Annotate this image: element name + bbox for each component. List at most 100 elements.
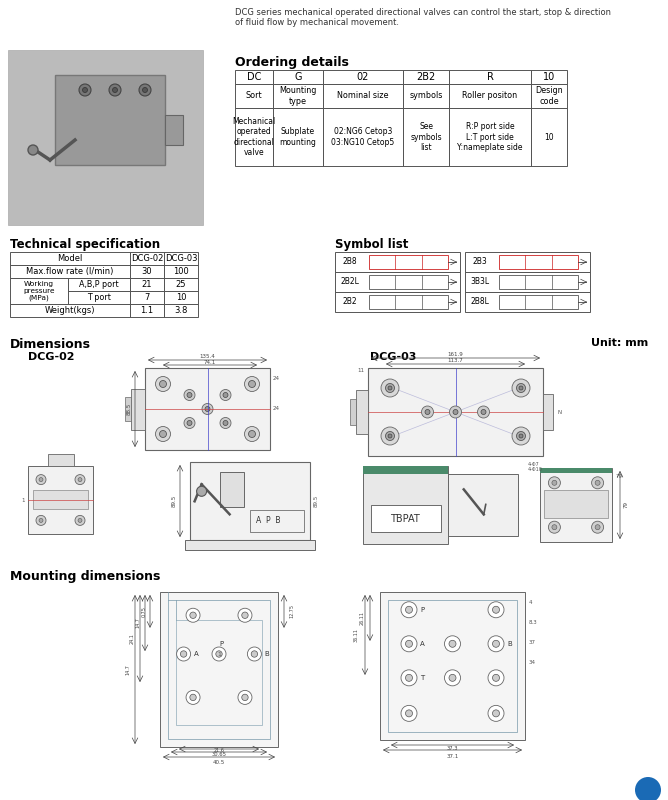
Text: Sort: Sort	[246, 91, 263, 101]
Text: Design
code: Design code	[535, 86, 563, 106]
Circle shape	[242, 694, 248, 701]
Circle shape	[28, 145, 38, 155]
Circle shape	[401, 670, 417, 686]
Circle shape	[405, 674, 413, 682]
Text: 4: 4	[529, 599, 532, 605]
Circle shape	[187, 421, 192, 426]
Bar	[10, 304, 130, 317]
Circle shape	[39, 518, 43, 522]
Circle shape	[388, 386, 392, 390]
Circle shape	[187, 393, 192, 398]
Circle shape	[519, 386, 523, 390]
Text: Mechanical
operated
directional
valve: Mechanical operated directional valve	[232, 117, 276, 157]
Text: 135.4: 135.4	[200, 354, 215, 358]
Bar	[176, 620, 262, 725]
Circle shape	[223, 393, 228, 398]
Text: 14.7: 14.7	[136, 618, 140, 629]
Bar	[130, 291, 164, 304]
Text: Roller positon: Roller positon	[462, 91, 518, 101]
Bar	[369, 275, 448, 289]
Bar	[8, 50, 203, 225]
Text: T port: T port	[87, 293, 111, 302]
Circle shape	[422, 406, 434, 418]
Text: A,B,P port: A,B,P port	[79, 280, 119, 289]
Circle shape	[595, 525, 600, 530]
Circle shape	[78, 478, 82, 482]
Text: 24.1: 24.1	[130, 633, 134, 644]
Circle shape	[635, 777, 661, 800]
Text: 74.1: 74.1	[204, 359, 216, 365]
Circle shape	[196, 486, 206, 496]
Circle shape	[481, 410, 486, 414]
Circle shape	[548, 522, 560, 534]
Text: Nominal size: Nominal size	[337, 91, 389, 101]
Circle shape	[184, 390, 195, 401]
Circle shape	[75, 515, 85, 526]
Text: 1: 1	[217, 651, 221, 657]
Text: R:P port side
L:T port side
Y:nameplate side: R:P port side L:T port side Y:nameplate …	[458, 122, 523, 152]
Circle shape	[450, 406, 462, 418]
Text: N: N	[557, 410, 561, 414]
Text: 12.75: 12.75	[289, 604, 295, 618]
Circle shape	[449, 640, 456, 647]
Text: 4-Φ7: 4-Φ7	[528, 462, 540, 467]
Bar	[130, 278, 164, 291]
Text: 89.5: 89.5	[314, 495, 319, 507]
Bar	[531, 108, 567, 166]
Text: Working
pressure
(MPa): Working pressure (MPa)	[23, 281, 55, 302]
Text: Mounting
type: Mounting type	[279, 86, 317, 106]
Bar	[130, 265, 164, 278]
Bar	[449, 108, 531, 166]
Bar	[369, 255, 448, 269]
Circle shape	[449, 674, 456, 682]
Text: A  P  B: A P B	[256, 516, 281, 525]
Text: 37.1: 37.1	[446, 754, 459, 758]
Circle shape	[220, 418, 231, 429]
Circle shape	[444, 636, 460, 652]
Bar	[543, 394, 553, 430]
Bar	[273, 108, 323, 166]
Text: 2B3: 2B3	[473, 258, 488, 266]
Bar	[47, 454, 73, 466]
Text: 79: 79	[616, 474, 623, 478]
Bar	[10, 265, 130, 278]
Text: 02:NG6 Cetop3
03:NG10 Cetop5: 02:NG6 Cetop3 03:NG10 Cetop5	[331, 127, 395, 146]
Text: 4-Φ10: 4-Φ10	[528, 467, 543, 472]
Text: 21.6: 21.6	[214, 749, 224, 754]
Text: B: B	[265, 651, 269, 657]
Bar	[323, 70, 403, 84]
Text: 88.5: 88.5	[126, 403, 132, 415]
Circle shape	[405, 606, 413, 614]
Circle shape	[548, 477, 560, 489]
Bar	[323, 84, 403, 108]
Text: P: P	[420, 606, 424, 613]
Bar	[323, 108, 403, 166]
Circle shape	[36, 515, 46, 526]
Circle shape	[488, 670, 504, 686]
Text: B: B	[507, 641, 512, 646]
Text: T: T	[420, 675, 424, 681]
Circle shape	[39, 478, 43, 482]
Circle shape	[156, 426, 170, 442]
Bar	[465, 292, 590, 312]
Bar	[369, 295, 448, 309]
Text: 0.75: 0.75	[142, 606, 146, 617]
Text: 25: 25	[176, 280, 186, 289]
Text: Mounting dimensions: Mounting dimensions	[10, 570, 160, 583]
Circle shape	[516, 383, 526, 393]
Circle shape	[592, 522, 604, 534]
Circle shape	[238, 690, 252, 704]
Circle shape	[425, 410, 430, 414]
Bar	[55, 75, 165, 165]
Bar	[273, 70, 323, 84]
Bar	[190, 462, 310, 540]
Text: Subplate
mounting: Subplate mounting	[280, 127, 317, 146]
Text: Dimensions: Dimensions	[10, 338, 91, 351]
Bar	[168, 600, 270, 739]
Text: DC: DC	[246, 72, 261, 82]
Bar	[33, 490, 88, 509]
Circle shape	[79, 84, 91, 96]
Circle shape	[36, 474, 46, 485]
Circle shape	[83, 87, 88, 93]
Text: DCG series mechanical operated directional valves can control the start, stop & : DCG series mechanical operated direction…	[235, 8, 611, 27]
